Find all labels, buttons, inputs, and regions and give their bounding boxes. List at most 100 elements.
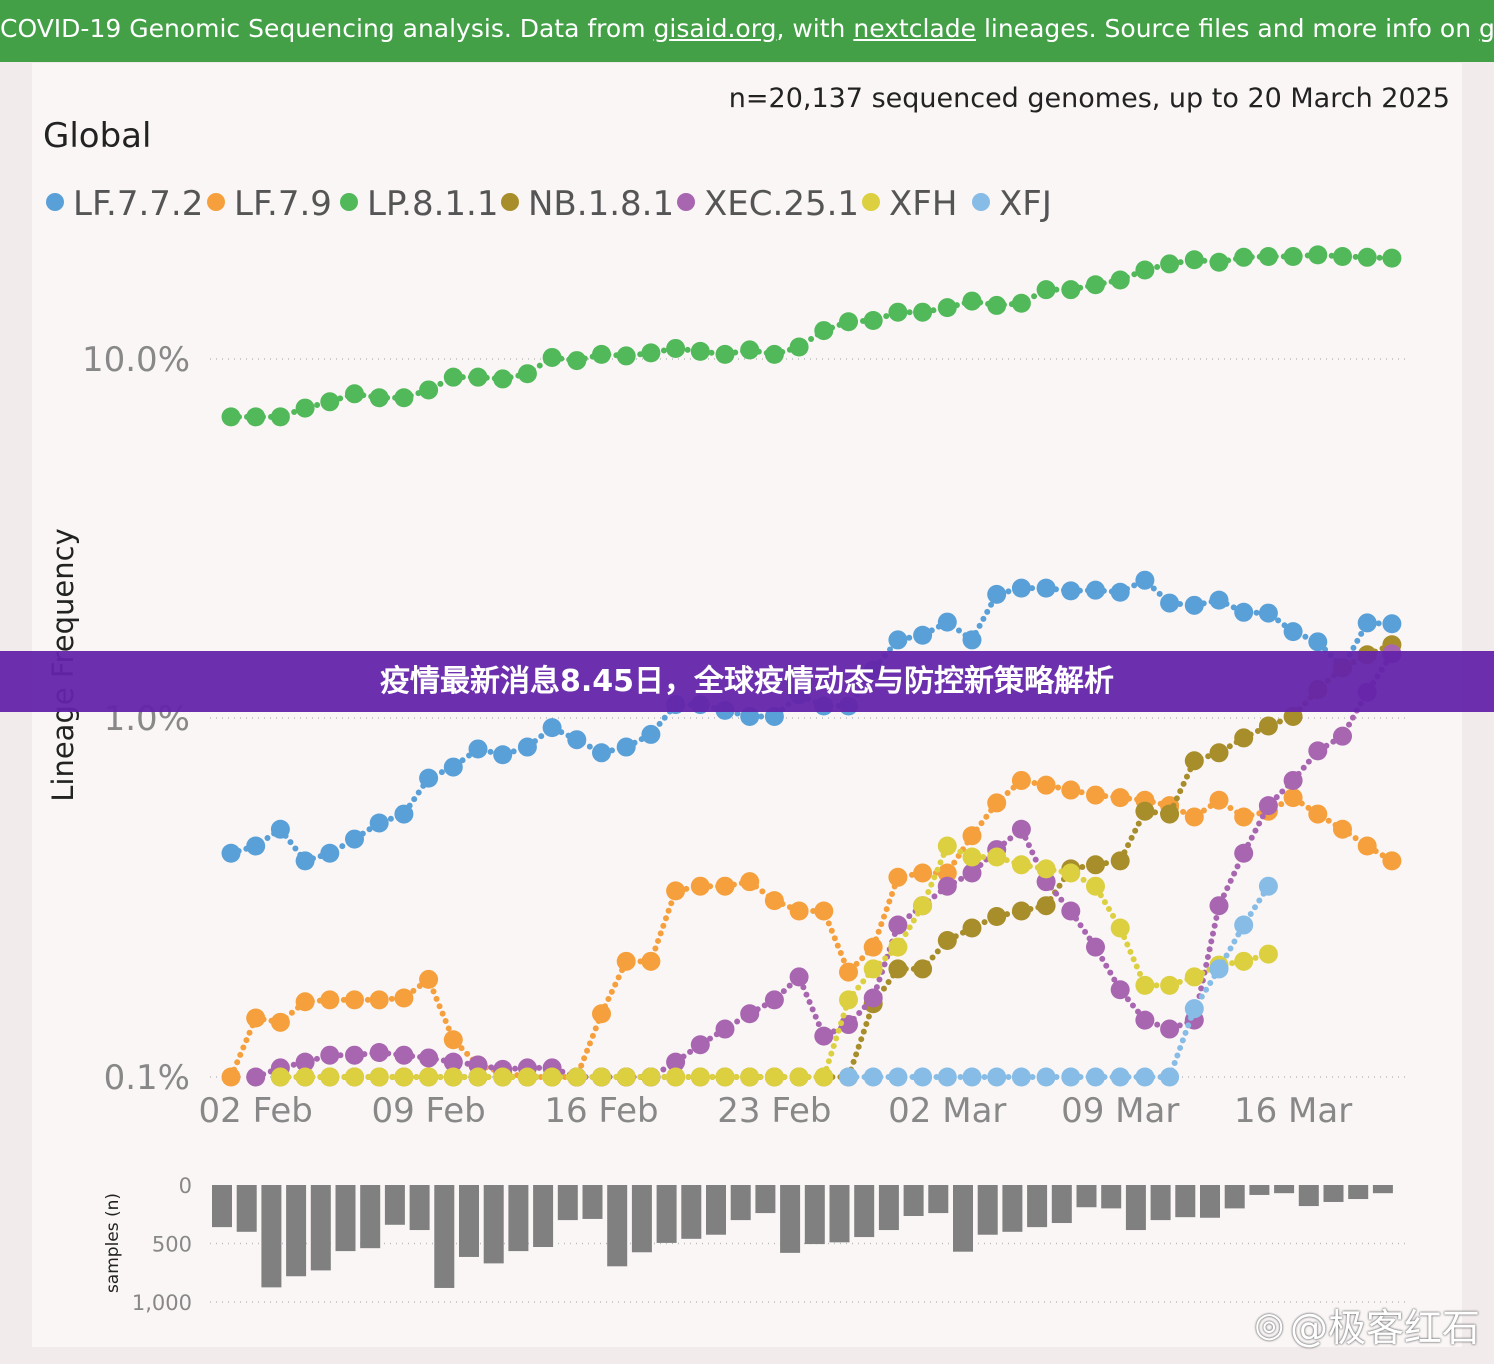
sample-bar [236,1185,257,1232]
data-point [1135,801,1155,821]
data-point [270,407,290,427]
data-point [888,1067,908,1087]
sample-bar [360,1185,381,1249]
data-point [1160,1067,1180,1087]
data-point [394,388,414,408]
data-point [764,891,784,911]
data-point [1011,293,1031,313]
data-point [1011,770,1031,790]
data-point [1086,580,1105,600]
data-point [1135,1010,1155,1030]
series-line [228,777,1395,1080]
data-point [1308,741,1328,761]
data-point [1382,614,1402,634]
data-point [567,730,587,750]
data-point [320,392,340,412]
data-point [1011,855,1031,875]
data-point [1160,975,1180,995]
sample-bar [1027,1185,1048,1228]
data-point [270,819,290,839]
data-point [1086,937,1105,957]
sample-bar [631,1185,652,1253]
data-point [345,1067,364,1087]
sample-bar [706,1185,726,1235]
legend-label: XEC.25.1 [704,184,859,224]
sample-bar [953,1185,973,1252]
data-point [715,876,735,896]
sample-bar [730,1185,751,1221]
data-point [1184,751,1204,771]
data-point [962,630,982,650]
data-point [1283,788,1303,808]
data-point [1110,1067,1130,1087]
x-tick-label: 09 Feb [371,1091,485,1131]
samples-tick-label: 500 [152,1233,192,1257]
data-point [814,1067,834,1087]
data-point [493,745,513,765]
data-point [913,863,933,883]
data-point [1258,796,1278,816]
data-point [1234,915,1254,935]
sample-bar [1051,1185,1072,1224]
data-point [246,1067,266,1087]
data-point [1184,595,1204,615]
data-point [517,364,537,384]
data-point [394,804,414,824]
data-point [295,992,315,1012]
data-point [616,346,636,366]
data-point [666,881,686,901]
sample-bar [409,1185,430,1231]
data-point [888,937,908,957]
data-point [1357,836,1377,856]
header-text: , with [776,14,854,43]
data-point [1209,252,1229,272]
legend-label: XFH [889,184,957,224]
data-point [1258,876,1278,896]
series-xfh [270,836,1278,1087]
sample-bar [1101,1185,1122,1209]
data-point [666,338,686,358]
data-point [517,737,537,757]
data-point [443,1052,463,1072]
data-point [1308,245,1328,265]
data-point [1061,863,1081,883]
data-point [1184,999,1204,1019]
gisaid-link[interactable]: gisaid.org [653,14,777,43]
data-point [1036,1067,1056,1087]
data-point [962,826,982,846]
data-point [616,951,636,971]
data-point [1135,975,1155,995]
data-point [987,295,1007,315]
nextclade-link[interactable]: nextclade [853,14,976,43]
sample-bar [1224,1185,1245,1209]
data-point [962,291,982,311]
data-point [863,937,883,957]
sample-bar [508,1185,529,1252]
data-point [1110,788,1130,808]
data-point [1333,726,1352,746]
data-point [764,1067,784,1087]
data-point [1110,918,1130,938]
github-link[interactable]: github [1479,14,1494,43]
data-point [937,836,957,856]
data-point [1234,247,1254,267]
data-point [295,1067,315,1087]
data-point [246,1008,266,1028]
data-point [1234,602,1254,622]
data-point [270,1067,290,1087]
data-point [468,739,488,759]
data-point [1258,603,1278,623]
data-point [962,918,982,938]
sample-bar [261,1185,282,1288]
data-point [814,321,834,341]
data-point [987,847,1007,867]
data-point [1061,780,1081,800]
data-point [1333,819,1352,839]
x-tick-label: 23 Feb [717,1091,831,1131]
legend: LF.7.7.2 LF.7.9 LP.8.1.1 NB.1.8.1 XEC.25.1 XF… [46,184,1052,224]
data-point [320,843,340,863]
data-point [814,901,834,921]
samples-tick-label: 1,000 [132,1291,192,1315]
data-point [1160,593,1180,613]
sample-bar [459,1185,479,1257]
